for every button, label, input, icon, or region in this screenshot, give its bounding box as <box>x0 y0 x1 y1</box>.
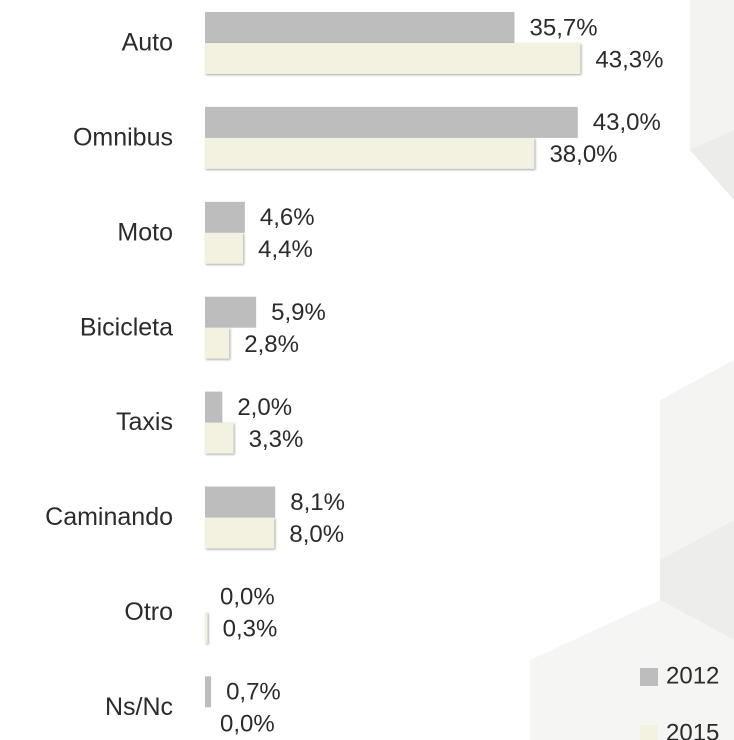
value-label: 4,4% <box>258 236 313 263</box>
category-label: Bicicleta <box>80 313 173 341</box>
bar <box>205 517 275 549</box>
bar <box>205 232 244 264</box>
bar <box>205 486 276 518</box>
category-label: Ns/Nc <box>105 693 173 721</box>
category-label: Taxis <box>116 408 173 436</box>
value-label: 0,0% <box>220 584 275 611</box>
bar <box>205 612 208 644</box>
bar <box>205 391 223 423</box>
value-label: 43,3% <box>595 46 663 73</box>
value-label: 0,3% <box>223 616 278 643</box>
bar <box>205 201 245 233</box>
value-label: 2,8% <box>244 331 299 358</box>
value-label: 8,0% <box>289 521 344 548</box>
value-label: 2,0% <box>237 394 292 421</box>
category-label: Auto <box>122 29 173 57</box>
value-label: 0,0% <box>220 711 275 738</box>
bar <box>205 43 581 74</box>
legend-swatch <box>640 725 658 740</box>
legend-label: 2012 <box>666 662 719 689</box>
category-label: Otro <box>124 598 173 626</box>
background-decoration <box>530 0 734 740</box>
value-label: 8,1% <box>290 489 345 516</box>
bar <box>205 676 212 708</box>
bar <box>205 422 234 454</box>
value-label: 35,7% <box>530 14 598 41</box>
legend-swatch <box>640 668 658 686</box>
bar <box>205 106 578 138</box>
bar <box>205 137 535 169</box>
value-label: 5,9% <box>271 299 326 326</box>
bar <box>205 327 230 359</box>
value-label: 38,0% <box>549 141 617 168</box>
bar <box>205 296 257 328</box>
bar <box>205 12 515 43</box>
value-label: 0,7% <box>226 679 281 706</box>
value-label: 4,6% <box>260 204 315 231</box>
value-label: 43,0% <box>593 109 661 136</box>
category-label: Moto <box>117 218 173 246</box>
legend-label: 2015 <box>666 719 719 740</box>
category-label: Caminando <box>45 503 173 531</box>
category-label: Omnibus <box>73 124 173 152</box>
value-label: 3,3% <box>249 426 304 453</box>
